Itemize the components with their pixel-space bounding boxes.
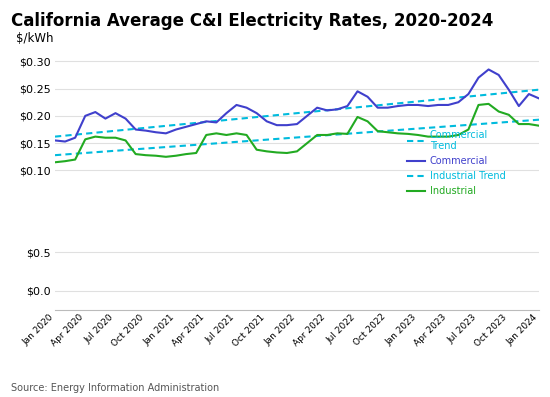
Text: $/kWh: $/kWh — [16, 32, 54, 45]
Legend: Commercial
Trend, Commercial, Industrial Trend, Industrial: Commercial Trend, Commercial, Industrial… — [404, 126, 509, 200]
Text: California Average C&I Electricity Rates, 2020-2024: California Average C&I Electricity Rates… — [11, 12, 493, 30]
Text: Source: Energy Information Administration: Source: Energy Information Administratio… — [11, 383, 219, 393]
